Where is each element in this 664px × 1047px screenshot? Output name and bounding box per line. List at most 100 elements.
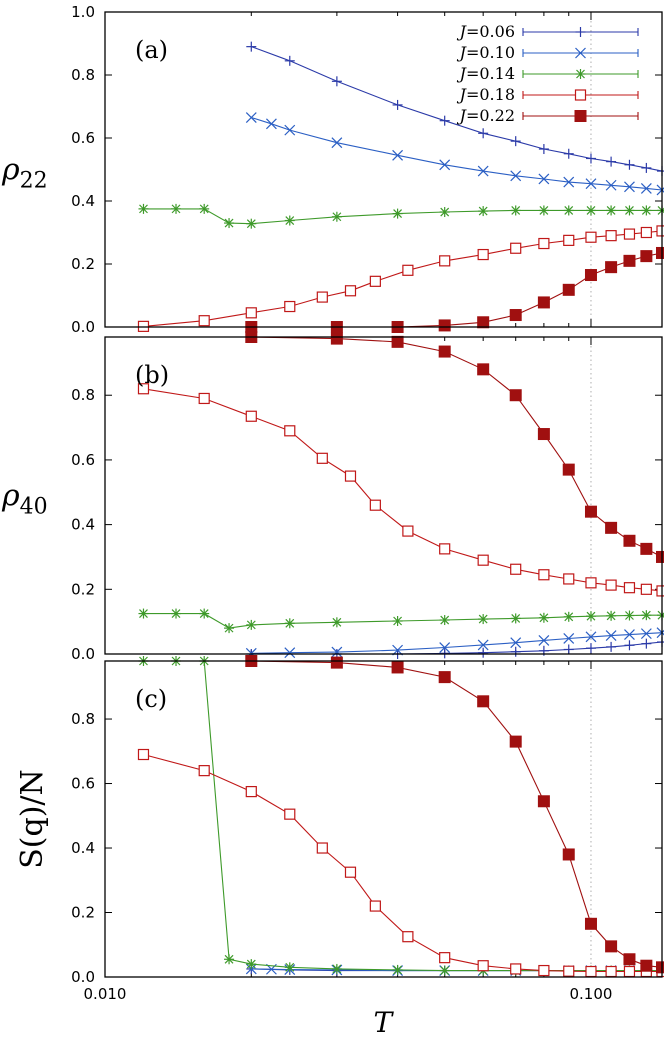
series-line: [143, 230, 663, 327]
legend-marker: [574, 110, 587, 122]
y-tick-label: 0.6: [71, 451, 95, 469]
data-point: [478, 647, 489, 658]
y-tick-label: 0.8: [71, 710, 95, 728]
data-point: [640, 250, 653, 263]
legend-marker: [575, 69, 586, 79]
data-point: [138, 203, 149, 214]
data-point: [402, 264, 414, 276]
data-point: [509, 389, 522, 402]
series-line: [143, 613, 662, 629]
data-point: [606, 156, 617, 167]
series-j-0-10: [245, 627, 664, 659]
data-point: [537, 428, 550, 441]
y-tick-label: 0.4: [71, 192, 95, 210]
data-point: [562, 463, 575, 476]
data-point: [391, 661, 404, 674]
data-point: [331, 137, 343, 149]
data-point: [563, 234, 575, 246]
data-point: [402, 931, 414, 943]
series-j-0-18: [137, 225, 664, 332]
data-point: [605, 965, 617, 978]
data-point: [246, 218, 257, 229]
data-point: [623, 534, 636, 547]
legend-label: J=0.18: [457, 85, 515, 104]
data-point: [392, 99, 403, 110]
legend-label-value: =0.06: [466, 22, 515, 41]
data-point: [641, 205, 652, 216]
data-point: [392, 616, 403, 627]
data-point: [624, 159, 635, 170]
data-point: [137, 748, 150, 761]
data-point: [563, 176, 575, 188]
data-point: [640, 959, 653, 972]
y-tick-label: 0.6: [71, 129, 95, 147]
data-point: [538, 634, 550, 646]
data-point: [605, 179, 617, 191]
y-tick-label: 0.0: [71, 645, 95, 663]
data-point: [538, 144, 549, 155]
data-point: [316, 842, 328, 854]
data-point: [585, 611, 596, 622]
x-tick-label: 0.100: [570, 985, 613, 1003]
data-point: [538, 205, 549, 216]
legend-label-variable: J: [457, 85, 468, 104]
series-group: [137, 41, 664, 333]
legend-marker: [575, 47, 586, 59]
data-point: [478, 206, 489, 217]
data-point: [439, 159, 451, 171]
data-point: [656, 961, 664, 974]
series-line: [251, 336, 663, 558]
y-axis-label-symbol: ρ: [1, 153, 20, 188]
data-point: [439, 642, 451, 653]
data-point: [439, 543, 451, 555]
data-point: [510, 242, 522, 254]
data-point: [344, 866, 357, 878]
legend-marker: [574, 89, 587, 101]
data-point: [563, 205, 574, 216]
data-point: [641, 638, 652, 649]
series-j-0-10: [245, 963, 664, 976]
data-point: [563, 965, 575, 977]
series-j-0-18: [137, 383, 664, 597]
data-point: [585, 631, 597, 643]
data-point: [199, 203, 210, 214]
data-point: [477, 695, 490, 708]
data-point: [439, 952, 451, 964]
data-point: [623, 228, 636, 240]
legend-entry: J=0.14: [457, 64, 639, 83]
data-point: [585, 965, 597, 978]
data-point: [198, 315, 210, 327]
y-axis: 0.0 0.2 0.4 0.6 0.8: [71, 386, 662, 663]
data-point: [402, 525, 414, 537]
data-point: [439, 207, 450, 218]
series-line: [251, 46, 663, 172]
data-point: [171, 203, 182, 214]
data-point: [656, 225, 664, 237]
data-point: [477, 165, 489, 177]
data-point: [510, 963, 522, 975]
legend-label: J=0.06: [457, 22, 515, 41]
data-point: [605, 579, 617, 591]
legend-label-variable: J: [457, 64, 468, 83]
y-tick-label: 0.6: [71, 775, 95, 793]
y-tick-label: 1.0: [71, 3, 95, 21]
data-point: [316, 452, 328, 464]
y-axis-label: S(q)/N: [15, 769, 50, 869]
data-point: [605, 940, 618, 953]
data-point: [284, 808, 296, 820]
y-axis: 0.0 0.2 0.4 0.6 0.8 1.0: [71, 3, 662, 336]
data-point: [657, 166, 664, 177]
data-point: [605, 630, 617, 641]
legend-label-value: =0.18: [466, 85, 515, 104]
legend-label-value: =0.10: [466, 43, 515, 62]
data-point: [331, 963, 342, 974]
y-axis-label-symbol: ρ: [1, 479, 20, 514]
y-tick-label: 0.8: [71, 386, 95, 404]
legend-label: J=0.22: [457, 106, 515, 125]
data-point: [478, 128, 489, 139]
data-point: [138, 608, 149, 619]
data-point: [392, 964, 403, 975]
legend: J=0.06J=0.10J=0.14J=0.18J=0.22: [457, 22, 639, 125]
x-tick-labels: 0.010 0.100: [84, 985, 613, 1003]
series-line: [143, 208, 662, 225]
